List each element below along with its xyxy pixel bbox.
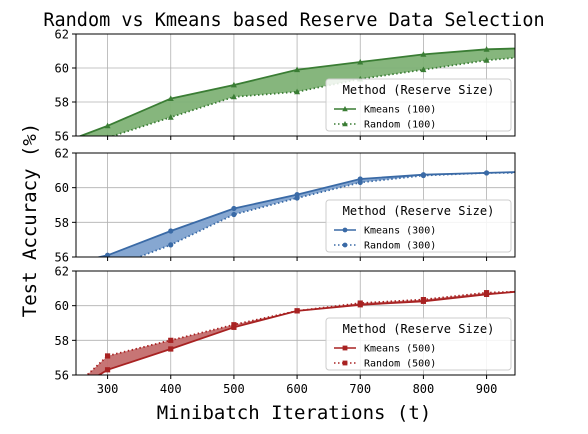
legend: Method (Reserve Size) Kmeans (500) Random … [325, 317, 512, 371]
data-point [168, 346, 174, 352]
x-tick-label: 900 [476, 382, 498, 396]
data-point [483, 57, 490, 63]
panels: 56 58 60 62 Method (Reserve Size) Kmeans (100… [55, 28, 516, 396]
data-point [357, 179, 363, 186]
data-point [230, 81, 237, 88]
x-axis-label: Minibatch Iterations (t) [157, 402, 432, 424]
data-point [420, 51, 427, 57]
y-tick-label: 56 [55, 251, 69, 265]
legend-box [325, 78, 512, 132]
y-tick-label: 60 [55, 62, 69, 76]
chart-title: Random vs Kmeans based Reserve Data Sele… [43, 10, 544, 31]
series-kmeans [77, 46, 515, 136]
data-point [104, 353, 111, 359]
data-point [168, 242, 174, 248]
legend: Method (Reserve Size) Kmeans (300) Random … [325, 199, 512, 253]
band-fill [80, 48, 515, 136]
legend-box [325, 317, 512, 371]
data-point [168, 337, 174, 343]
data-point [294, 195, 300, 201]
legend-label: Random (500) [364, 359, 436, 370]
data-point [357, 58, 364, 65]
panel-reserve-300: 56 58 60 62 Method (Reserve Size) Kmeans (300… [55, 147, 516, 265]
data-point [420, 297, 427, 303]
band-fill [99, 172, 515, 257]
legend-marker [342, 227, 348, 233]
data-point [294, 66, 301, 73]
panel-frame [75, 270, 516, 376]
series-random [85, 290, 515, 375]
data-point [167, 95, 174, 101]
x-tick-label: 300 [97, 382, 119, 396]
panel-reserve-100: 56 58 60 62 Method (Reserve Size) Kmeans (100… [55, 28, 516, 144]
panel-reserve-500: 56 58 60 62 300 400 500 600 700 800 900 Method (Res… [55, 265, 516, 396]
data-point [420, 172, 427, 179]
data-point [104, 367, 111, 373]
y-tick-label: 58 [55, 216, 69, 230]
data-point [168, 228, 174, 234]
x-tick-label: 600 [286, 382, 308, 396]
panel-frame [75, 33, 516, 137]
data-point [294, 88, 301, 95]
data-point [230, 93, 237, 100]
x-tick-label: 800 [413, 382, 435, 396]
data-point [231, 322, 237, 328]
legend-label: Random (100) [364, 120, 436, 131]
data-point [420, 66, 427, 73]
data-point [294, 308, 300, 314]
y-tick-label: 60 [55, 299, 69, 313]
legend-title: Method (Reserve Size) [343, 322, 495, 336]
y-tick-label: 58 [55, 96, 69, 110]
data-point [231, 205, 237, 212]
y-axis-label: Test Accuracy (%) [19, 123, 41, 317]
data-point [483, 46, 490, 52]
data-point [104, 252, 111, 257]
data-point [483, 170, 490, 176]
data-point [167, 114, 174, 120]
data-point [483, 290, 490, 296]
y-tick-label: 62 [55, 147, 69, 161]
y-tick-label: 56 [55, 369, 69, 383]
series-line [109, 56, 515, 136]
x-tick-label: 700 [349, 382, 371, 396]
legend-marker [342, 106, 348, 112]
legend-title: Method (Reserve Size) [343, 83, 495, 97]
x-tick-label: 400 [160, 382, 182, 396]
data-point [231, 211, 237, 218]
legend-marker [342, 121, 348, 127]
legend-marker [342, 242, 348, 248]
legend-label: Random (300) [364, 241, 436, 252]
y-tick-label: 58 [55, 334, 69, 348]
legend: Method (Reserve Size) Kmeans (100) Random … [325, 78, 512, 132]
legend-label: Kmeans (100) [364, 105, 436, 116]
legend-marker [342, 360, 348, 366]
series-random [136, 170, 515, 257]
y-tick-label: 60 [55, 181, 69, 195]
y-tick-label: 56 [55, 130, 69, 144]
series-line [85, 290, 515, 375]
y-tick-label: 62 [55, 265, 69, 279]
data-point [357, 300, 363, 306]
legend-marker [342, 345, 348, 351]
data-point [104, 122, 111, 129]
y-tick-label: 62 [55, 28, 69, 42]
x-tick-label: 500 [223, 382, 245, 396]
legend-label: Kmeans (300) [364, 226, 436, 237]
legend-title: Method (Reserve Size) [343, 204, 495, 218]
legend-label: Kmeans (500) [364, 344, 436, 355]
panel-frame [75, 152, 516, 258]
legend-box [325, 199, 512, 253]
